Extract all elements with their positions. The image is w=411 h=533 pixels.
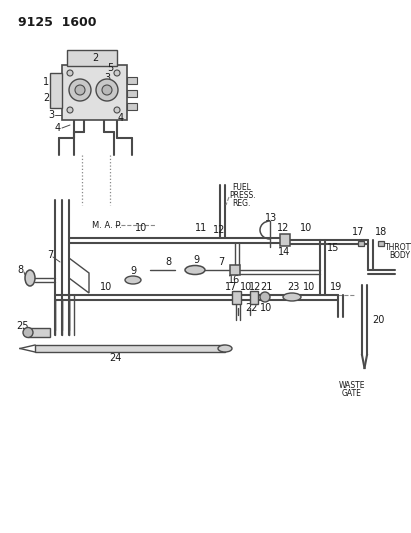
Text: 13: 13 <box>265 213 277 223</box>
Circle shape <box>114 107 120 113</box>
Text: 6: 6 <box>110 83 116 93</box>
Bar <box>378 241 384 246</box>
Text: 24: 24 <box>109 353 121 363</box>
Text: 10: 10 <box>240 282 252 292</box>
Text: 3: 3 <box>104 73 110 83</box>
Text: 15: 15 <box>327 243 339 253</box>
Circle shape <box>75 85 85 95</box>
Bar <box>50 73 62 108</box>
Text: 21: 21 <box>260 282 272 292</box>
Text: 10: 10 <box>303 282 315 292</box>
Text: 9125  1600: 9125 1600 <box>18 15 97 28</box>
Bar <box>280 234 290 246</box>
Circle shape <box>23 327 33 337</box>
Bar <box>62 65 127 120</box>
Bar <box>28 328 50 337</box>
Circle shape <box>69 79 91 101</box>
Text: GATE: GATE <box>342 389 362 398</box>
Ellipse shape <box>218 345 232 352</box>
Text: WASTE: WASTE <box>339 381 365 390</box>
Text: 12: 12 <box>249 282 261 292</box>
Text: 2: 2 <box>43 93 49 103</box>
Bar <box>230 265 240 275</box>
Text: 16: 16 <box>228 275 240 285</box>
Ellipse shape <box>283 293 301 301</box>
Ellipse shape <box>185 265 205 274</box>
Text: 14: 14 <box>278 247 290 257</box>
Text: 22: 22 <box>245 303 258 313</box>
Bar <box>358 241 364 246</box>
Bar <box>250 291 258 304</box>
Text: 23: 23 <box>287 282 299 292</box>
Text: 4: 4 <box>55 123 61 133</box>
Text: 10: 10 <box>100 282 112 292</box>
Text: 8: 8 <box>165 257 171 267</box>
Text: M. A. P.: M. A. P. <box>92 221 122 230</box>
Text: 10: 10 <box>260 303 272 313</box>
Text: 5: 5 <box>107 63 113 73</box>
Text: 25: 25 <box>16 321 28 331</box>
Text: 7: 7 <box>218 257 224 267</box>
Bar <box>127 103 137 110</box>
Circle shape <box>260 292 270 302</box>
Text: REG.: REG. <box>232 199 250 208</box>
Text: PRESS.: PRESS. <box>229 191 256 200</box>
Text: FUEL: FUEL <box>232 183 251 192</box>
Text: 18: 18 <box>375 227 387 237</box>
Circle shape <box>114 70 120 76</box>
Text: 10: 10 <box>300 223 312 233</box>
Text: THROTTLE: THROTTLE <box>385 244 411 253</box>
Text: 9: 9 <box>193 255 199 265</box>
Text: 11: 11 <box>195 223 207 233</box>
Text: 12: 12 <box>277 223 289 233</box>
Text: 4: 4 <box>118 113 124 123</box>
Text: 10: 10 <box>135 223 147 233</box>
Ellipse shape <box>125 276 141 284</box>
Bar <box>127 77 137 84</box>
Circle shape <box>96 79 118 101</box>
Ellipse shape <box>25 270 35 286</box>
Text: 3: 3 <box>48 110 54 120</box>
Bar <box>35 345 225 352</box>
Text: 17: 17 <box>225 282 238 292</box>
Circle shape <box>67 70 73 76</box>
Text: 7: 7 <box>47 250 53 260</box>
Text: BODY: BODY <box>389 251 410 260</box>
Text: 8: 8 <box>17 265 23 275</box>
Bar <box>67 50 117 66</box>
Circle shape <box>67 107 73 113</box>
Text: 9: 9 <box>130 266 136 276</box>
Text: 19: 19 <box>330 282 342 292</box>
Text: 1: 1 <box>43 77 49 87</box>
Text: 20: 20 <box>372 315 384 325</box>
Circle shape <box>102 85 112 95</box>
Text: 2: 2 <box>92 53 98 63</box>
Text: 17: 17 <box>352 227 365 237</box>
Bar <box>127 90 137 97</box>
Bar <box>232 291 241 304</box>
Text: 12: 12 <box>213 225 225 235</box>
